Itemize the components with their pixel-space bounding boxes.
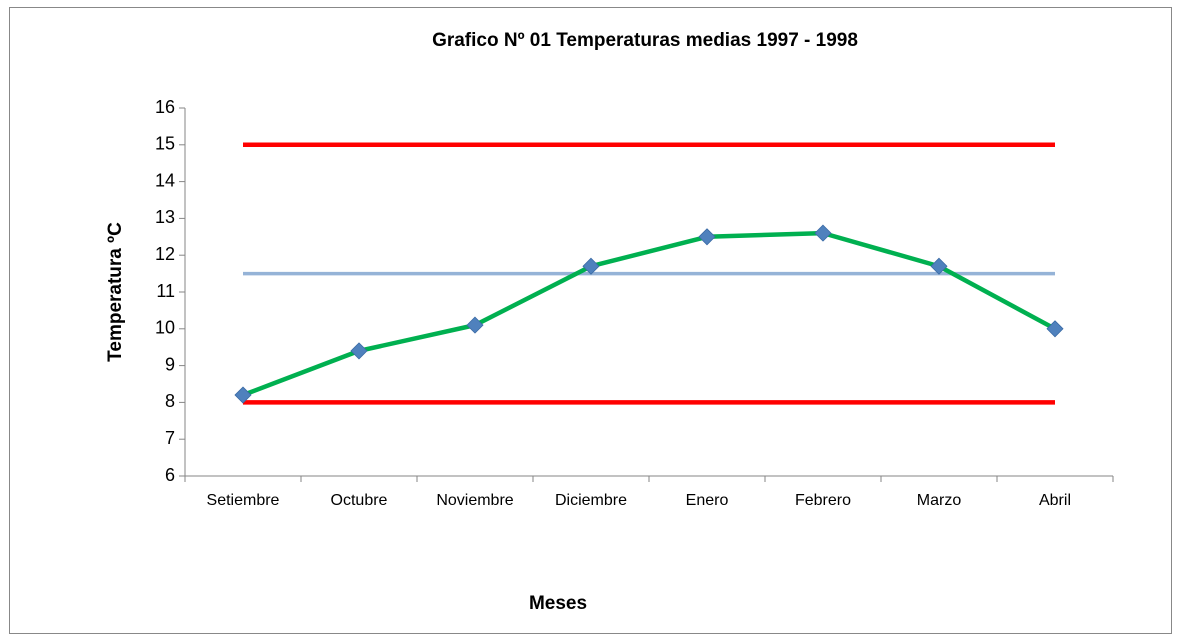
chart-title: Grafico Nº 01 Temperaturas medias 1997 -… (432, 30, 858, 51)
y-tick-label: 10 (155, 318, 175, 338)
x-tick-label: Febrero (795, 492, 851, 509)
y-tick-label: 8 (165, 391, 175, 411)
series-line (242, 230, 1057, 398)
y-tick-label: 15 (155, 134, 175, 154)
marker (466, 316, 484, 334)
x-tick-label: Diciembre (555, 492, 627, 509)
x-tick-label: Abril (1039, 492, 1071, 509)
chart-border (9, 7, 1172, 634)
y-tick-label: 14 (155, 170, 175, 190)
x-tick-label: Setiembre (207, 492, 280, 509)
x-axis-label: Meses (529, 593, 587, 614)
y-tick-label: 16 (155, 97, 175, 117)
marker (234, 386, 252, 404)
marker (930, 257, 948, 275)
marker (1046, 320, 1064, 338)
marker (698, 228, 716, 246)
x-tick-label: Octubre (331, 492, 388, 509)
y-tick-label: 12 (155, 244, 175, 264)
marker (814, 224, 832, 242)
y-axis-label: Temperatura ºC (105, 222, 126, 362)
marker (582, 257, 600, 275)
x-tick-label: Noviembre (436, 492, 513, 509)
y-tick-label: 13 (155, 207, 175, 227)
y-tick-label: 6 (165, 465, 175, 485)
y-tick-label: 9 (165, 354, 175, 374)
y-tick-label: 11 (156, 281, 175, 301)
x-tick-label: Enero (686, 492, 729, 509)
y-tick-label: 7 (165, 428, 175, 448)
x-tick-label: Marzo (917, 492, 962, 509)
marker (350, 342, 368, 360)
